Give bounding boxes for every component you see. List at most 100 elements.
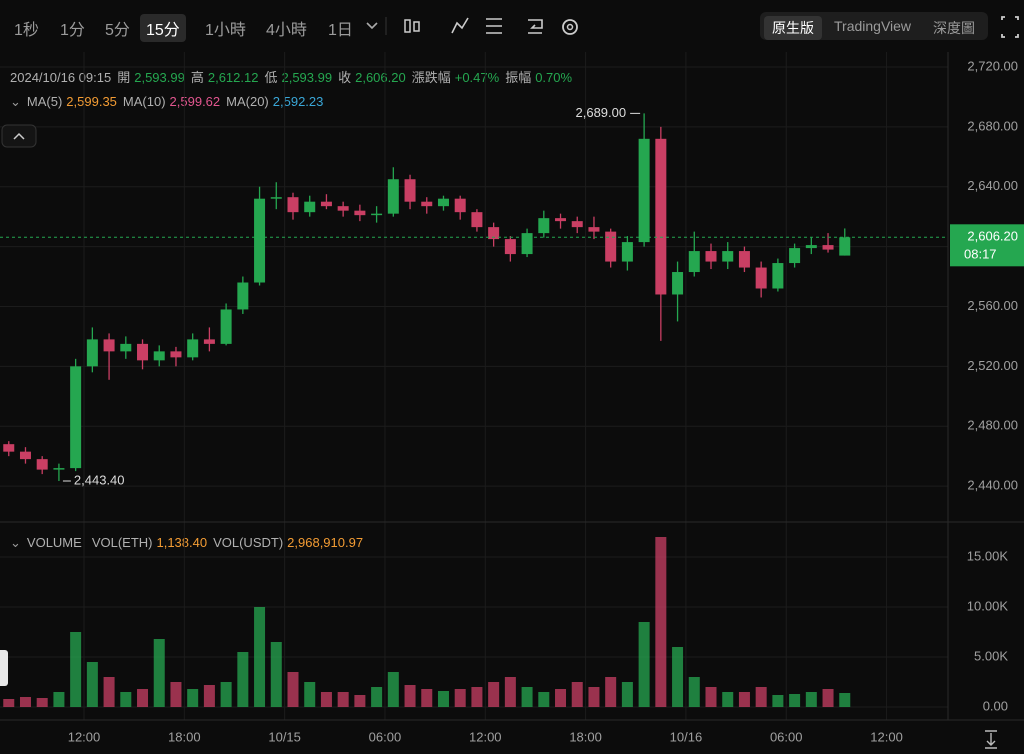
volume-bar [86, 662, 98, 707]
candle-body [805, 245, 817, 249]
candle-body [371, 213, 383, 216]
volume-bar [103, 677, 115, 707]
x-tick-label: 06:00 [770, 729, 803, 744]
candle-body [839, 237, 851, 256]
candle-body [320, 201, 332, 207]
y-tick-label: 2,640.00 [967, 178, 1018, 193]
candle-body [270, 197, 282, 199]
ohlc-label: 收 [338, 70, 352, 85]
view-button[interactable]: 深度圖 [933, 20, 975, 36]
timeframe-button[interactable]: 5分 [105, 22, 130, 39]
candle-icon[interactable] [404, 19, 411, 33]
volume-tick-label: 0.00 [983, 698, 1008, 713]
candle-body [621, 242, 633, 262]
settings-list-icon[interactable] [486, 18, 502, 34]
timeframe-button[interactable]: 4小時 [266, 22, 307, 39]
candle-body [655, 138, 667, 295]
volume-bar [839, 693, 851, 707]
collapse-caret[interactable]: ⌄ [10, 94, 21, 109]
candle-body [19, 451, 31, 460]
volume-bar [3, 699, 15, 707]
volume-bar [805, 692, 817, 707]
candle-body [53, 468, 65, 470]
candle-body [220, 309, 232, 344]
candle-body [3, 444, 15, 452]
candle-body [187, 339, 199, 358]
candle-body [571, 221, 583, 228]
volume-bar [638, 622, 650, 707]
volume-bar [755, 687, 767, 707]
candle-body [672, 272, 684, 295]
candle-body [153, 351, 165, 361]
bar-time: 2024/10/16 09:15 [10, 70, 112, 85]
volume-bar [304, 682, 316, 707]
volume-bar [605, 677, 617, 707]
fullscreen-icon[interactable] [1001, 16, 1019, 38]
y-tick-label: 2,720.00 [967, 58, 1018, 73]
timeframe-button[interactable]: 15分 [140, 14, 186, 42]
x-tick-label: 12:00 [870, 729, 903, 744]
candle-body [705, 251, 717, 262]
ohlc-value: +0.47% [454, 70, 500, 85]
volume-bar [722, 692, 734, 707]
volume-bar [772, 695, 784, 707]
collapse-caret[interactable]: ⌄ [10, 535, 21, 550]
volume-bar [153, 639, 165, 707]
volume-label: VOL(ETH) [91, 535, 153, 550]
y-tick-label: 2,560.00 [967, 298, 1018, 313]
volume-value: 2,968,910.97 [287, 535, 364, 550]
candle-body [36, 459, 48, 470]
volume-bar [237, 652, 249, 707]
volume-bar [53, 692, 65, 707]
volume-title: VOLUME [26, 535, 82, 550]
volume-bar [220, 682, 232, 707]
volume-tick-label: 15.00K [967, 548, 1009, 563]
last-price-label: 2,606.20 [967, 229, 1018, 244]
candle-body [387, 179, 399, 214]
candle-body [555, 218, 567, 222]
volume-bar [555, 689, 567, 707]
volume-bar [571, 682, 583, 707]
ohlc-label: 漲跌幅 [411, 70, 451, 85]
timeframe-button[interactable]: 1秒 [14, 22, 39, 39]
ohlc-row: 2024/10/16 09:15 開 2,593.99 高 2,612.12 低 2,593… [10, 67, 578, 86]
volume-tick-label: 5.00K [974, 648, 1008, 663]
volume-value: 1,138.40 [156, 535, 208, 550]
timeframe-button[interactable]: 1小時 [205, 22, 246, 39]
volume-bar [672, 647, 684, 707]
volume-bar [19, 697, 31, 707]
indicator-icon[interactable] [451, 17, 469, 34]
volume-bar [471, 687, 483, 707]
timeframe-button[interactable]: 1分 [60, 22, 85, 39]
side-tab [0, 650, 8, 686]
candle-body [203, 339, 215, 344]
timeframe-button[interactable]: 1日 [328, 22, 353, 39]
volume-bar [337, 692, 349, 707]
volume-bar [621, 682, 633, 707]
volume-bar [320, 692, 332, 707]
toolbar: 原生版 TradingView 深度圖 1秒 1分 5分 15分 1小時 4小時 1日 [0, 0, 1024, 52]
volume-bar [421, 689, 433, 707]
more-icon[interactable] [366, 22, 378, 30]
volume-bar [588, 687, 600, 707]
volume-bar [538, 692, 550, 707]
view-button[interactable]: TradingView [834, 18, 912, 34]
volume-label: VOL(USDT) [213, 535, 284, 550]
volume-bar [270, 642, 282, 707]
ohlc-label: 振幅 [505, 70, 532, 85]
candle-body [688, 251, 700, 273]
gear-icon[interactable] [562, 19, 578, 35]
y-tick-label: 2,520.00 [967, 358, 1018, 373]
view-button[interactable]: 原生版 [764, 16, 822, 40]
x-tick-label: 06:00 [369, 729, 402, 744]
high-marker-label: 2,689.00 [576, 105, 627, 120]
low-marker-label: 2,443.40 [74, 472, 125, 487]
ma-value: 2,599.35 [66, 94, 117, 109]
candle-body [354, 210, 366, 216]
candle-body [638, 138, 650, 243]
volume-bar [521, 687, 533, 707]
reset-icon[interactable] [528, 19, 543, 34]
collapse-button[interactable] [1, 124, 37, 148]
candle-body [86, 339, 98, 367]
x-tick-label: 12:00 [469, 729, 502, 744]
